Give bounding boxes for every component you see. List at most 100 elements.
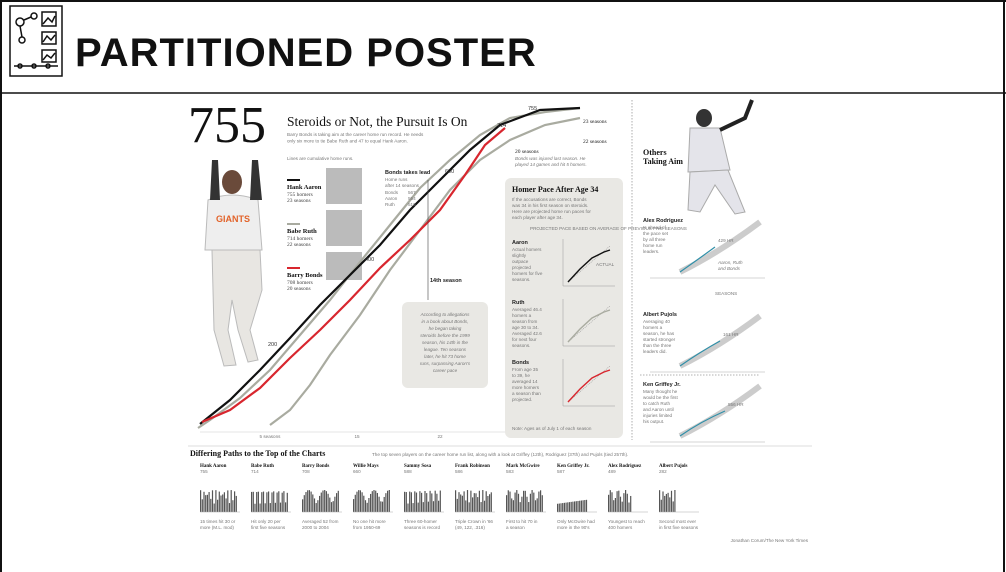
paths-bar xyxy=(257,491,259,512)
pace-text: seasons. xyxy=(512,277,530,282)
paths-bar xyxy=(574,501,576,512)
paths-bar xyxy=(517,493,520,512)
paths-bar xyxy=(516,490,518,512)
paths-bar xyxy=(368,498,370,512)
pace-text: seasons. xyxy=(512,343,530,348)
paths-bar xyxy=(628,502,630,512)
x-label: 15 xyxy=(354,434,360,439)
paths-bar xyxy=(364,500,367,512)
paths-bar xyxy=(370,493,372,512)
paths-bar xyxy=(432,501,435,512)
others-title: Others xyxy=(643,148,667,157)
pace-actual xyxy=(567,369,611,403)
paths-bar xyxy=(422,502,424,512)
pace-name: Aaron xyxy=(512,240,529,246)
paths-bar xyxy=(608,494,610,512)
allegation-line: According to allegations xyxy=(420,312,470,317)
pace-text: homers a xyxy=(512,313,532,318)
lead-line: after 14 seasons xyxy=(385,183,420,188)
paths-bar xyxy=(473,493,475,512)
paths-bar xyxy=(375,490,377,512)
paths-bar xyxy=(579,500,581,512)
paths-bar xyxy=(582,500,584,512)
paths-bar xyxy=(630,495,632,512)
paths-bar xyxy=(286,492,288,512)
others-mark: 429 HR xyxy=(718,238,734,243)
others-name: Ken Griffey Jr. xyxy=(643,382,681,388)
others-text: home run xyxy=(643,243,663,248)
paths-bar xyxy=(557,503,559,512)
paths-bar xyxy=(205,495,207,512)
others-text: than the three xyxy=(643,343,672,348)
paths-total: 282 xyxy=(659,469,667,474)
x-label: 22 xyxy=(437,434,443,439)
others-text: leaders did. xyxy=(643,349,667,354)
paths-bar xyxy=(206,494,208,512)
others-text: Is ahead of xyxy=(643,225,666,230)
allegation-line: runs, surpassing Aaron's xyxy=(420,361,471,366)
paths-bar xyxy=(313,498,316,512)
others-text: homers a xyxy=(643,325,663,330)
paths-bar xyxy=(619,496,622,512)
paths-bar xyxy=(354,494,356,512)
paths-bar xyxy=(217,499,219,512)
paths-bar xyxy=(371,491,373,512)
paths-bar xyxy=(376,492,378,512)
paths-bar xyxy=(436,493,438,512)
paths-bar xyxy=(358,490,360,512)
others-line xyxy=(679,410,726,437)
allegation-line: he began taking xyxy=(429,326,462,331)
paths-bar xyxy=(659,490,661,512)
paths-bar xyxy=(475,493,477,512)
paths-bar xyxy=(387,490,389,512)
paths-bar xyxy=(251,491,253,512)
paths-bar xyxy=(584,500,586,512)
pace-intro: If the accusations are correct, Bonds xyxy=(512,197,587,202)
paths-total: 586 xyxy=(455,469,463,474)
career-curves xyxy=(197,106,581,429)
pace-name: Bonds xyxy=(512,360,529,366)
paths-caption: Youngest to reach xyxy=(608,519,645,524)
paths-bar xyxy=(366,502,368,512)
paths-bar xyxy=(563,502,565,512)
paths-bar xyxy=(461,495,463,512)
paths-bar xyxy=(259,503,261,512)
pace-text: projected xyxy=(512,265,531,270)
paths-bar xyxy=(472,497,474,512)
legend-homers: 708 homers xyxy=(287,280,313,286)
paths-bar xyxy=(320,492,322,512)
pace-text: more homers xyxy=(512,385,540,390)
paths-bar xyxy=(414,491,416,512)
paths-caption: from 1950-69 xyxy=(353,525,381,530)
paths-bar xyxy=(427,501,429,512)
paths-bar xyxy=(203,491,205,512)
paths-bar xyxy=(283,491,285,512)
paths-bar xyxy=(623,493,625,512)
others-text: by all three xyxy=(643,237,666,242)
paths-bar xyxy=(254,503,256,512)
paths-bar xyxy=(330,502,333,512)
paths-caption: Averaged 52 from xyxy=(302,519,339,524)
poster-icon xyxy=(9,5,63,77)
paths-name: Albert Pujols xyxy=(659,464,688,469)
paths-bar xyxy=(483,500,486,512)
paths-bar xyxy=(625,490,627,512)
paths-caption: in first five seasons xyxy=(659,525,699,530)
paths-total: 660 xyxy=(353,469,361,474)
others-name: Alex Rodriguez xyxy=(643,218,683,224)
paths-bar xyxy=(310,491,312,512)
paths-bar xyxy=(616,491,618,512)
pace-frame xyxy=(562,239,615,287)
pace-text: projected. xyxy=(512,397,532,402)
end-label: 20 seasons xyxy=(515,149,539,155)
paths-bar xyxy=(410,492,412,512)
paths-bar xyxy=(470,490,472,512)
paths-total: 708 xyxy=(302,469,310,474)
paths-bar xyxy=(514,492,516,512)
paths-bar xyxy=(327,493,329,512)
paths-bar xyxy=(568,502,571,512)
paths-bar xyxy=(405,492,407,512)
pace-actual-label: ACTUAL xyxy=(596,262,615,267)
paths-bar xyxy=(529,493,531,512)
paths-bar xyxy=(373,490,375,512)
